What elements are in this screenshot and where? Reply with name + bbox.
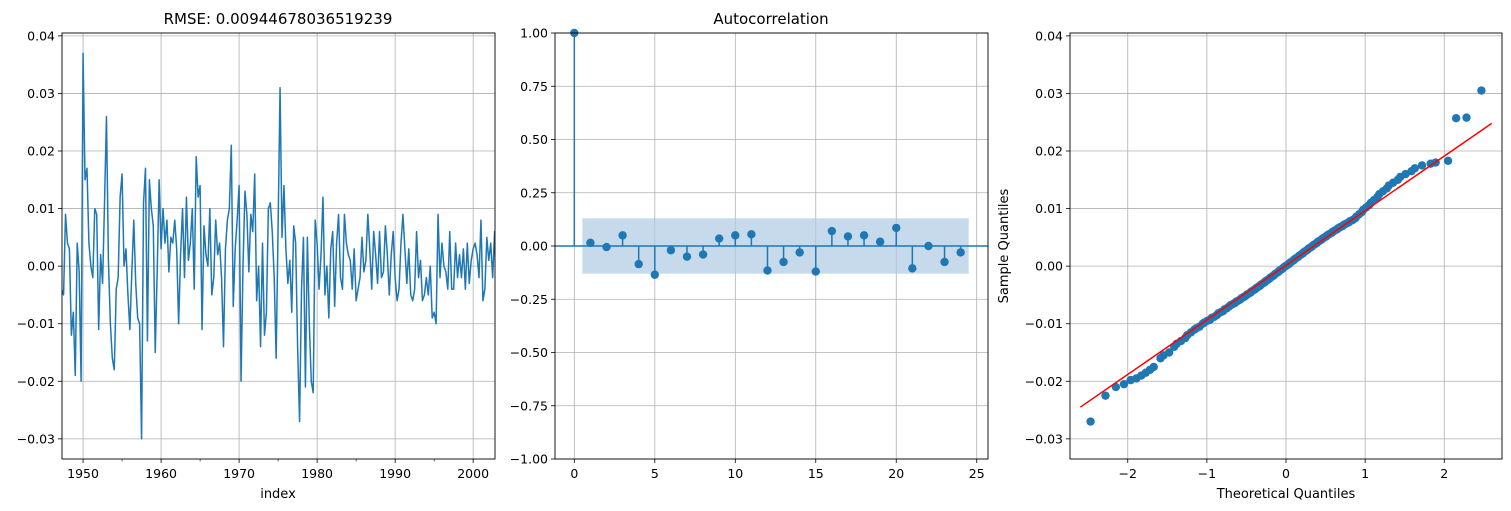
timeseries-ytick-label: 0.00 bbox=[27, 259, 55, 274]
autocorrelation-panel: Autocorrelation 0 5 10 15 20 25 −1.00 −0.75 −0.5… bbox=[510, 10, 989, 481]
acf-xtick-label: 20 bbox=[888, 466, 904, 481]
acf-marker bbox=[940, 257, 949, 267]
acf-marker bbox=[795, 248, 804, 257]
qq-ytick-label: −0.01 bbox=[1025, 316, 1063, 331]
qq-xtick-label: 0 bbox=[1282, 466, 1290, 481]
timeseries-ytick-label: 0.04 bbox=[27, 28, 55, 43]
qq-point bbox=[1477, 86, 1486, 95]
acf-ytick-label: 1.00 bbox=[520, 26, 548, 41]
qq-point bbox=[1086, 417, 1095, 426]
qq-xlabel: Theoretical Quantiles bbox=[1216, 487, 1356, 502]
qq-point bbox=[1119, 379, 1129, 389]
qq-ytick-label: −0.02 bbox=[1025, 374, 1063, 389]
qq-xtick-label: 2 bbox=[1440, 466, 1448, 481]
qq-ytick-label: 0.03 bbox=[1035, 86, 1063, 101]
timeseries-ytick-label: 0.01 bbox=[27, 201, 55, 216]
qq-ytick-label: 0.04 bbox=[1035, 28, 1063, 43]
qq-point bbox=[1149, 362, 1158, 372]
acf-marker bbox=[811, 267, 820, 276]
acf-xtick-label: 15 bbox=[808, 466, 824, 481]
timeseries-grid bbox=[62, 33, 495, 459]
qq-point bbox=[1164, 348, 1174, 357]
timeseries-xtick-label: 1960 bbox=[145, 466, 177, 481]
acf-marker bbox=[763, 266, 772, 275]
acf-ytick-label: −0.50 bbox=[510, 345, 548, 360]
qq-xtick-label: −2 bbox=[1119, 466, 1137, 481]
qq-ylabel: Sample Quantiles bbox=[997, 188, 1012, 303]
qq-xtick-label: −1 bbox=[1198, 466, 1216, 481]
acf-marker bbox=[602, 242, 611, 252]
acf-ytick-label: −0.75 bbox=[510, 398, 548, 413]
timeseries-xtick-label: 1950 bbox=[67, 466, 99, 481]
acf-xtick-label: 0 bbox=[570, 466, 578, 481]
acf-marker bbox=[843, 232, 853, 241]
qq-point bbox=[1417, 161, 1427, 170]
acf-marker bbox=[731, 231, 740, 240]
timeseries-ytick-label: 0.03 bbox=[27, 86, 55, 101]
acf-ytick-label: −0.25 bbox=[510, 292, 548, 307]
timeseries-xtick-label: 1980 bbox=[301, 466, 333, 481]
acf-marker bbox=[682, 252, 692, 261]
acf-marker bbox=[650, 270, 659, 279]
acf-title: Autocorrelation bbox=[713, 10, 828, 28]
acf-marker bbox=[666, 246, 676, 255]
acf-xtick-label: 25 bbox=[969, 466, 985, 481]
qq-point bbox=[1443, 156, 1453, 165]
acf-marker bbox=[908, 264, 917, 273]
acf-ytick-label: 0.75 bbox=[520, 79, 548, 94]
acf-marker bbox=[892, 223, 901, 233]
acf-marker bbox=[698, 250, 708, 259]
acf-ytick-label: −1.00 bbox=[510, 452, 548, 467]
timeseries-ytick-label: −0.02 bbox=[17, 374, 55, 389]
qq-point bbox=[1462, 113, 1471, 122]
qq-plot-panel: Theoretical Quantiles Sample Quantiles −… bbox=[997, 28, 1511, 502]
qq-reference-line bbox=[1079, 122, 1493, 408]
acf-marker bbox=[618, 231, 627, 240]
acf-marker bbox=[634, 259, 643, 269]
acf-marker bbox=[747, 230, 756, 239]
acf-marker bbox=[859, 231, 869, 240]
timeseries-xlabel: index bbox=[260, 487, 296, 502]
acf-marker bbox=[586, 238, 595, 248]
qq-point bbox=[1451, 114, 1461, 123]
acf-marker bbox=[779, 257, 788, 267]
acf-marker bbox=[827, 226, 837, 236]
qq-point bbox=[1410, 164, 1419, 173]
timeseries-ytick-label: −0.01 bbox=[17, 316, 55, 331]
acf-xtick-label: 5 bbox=[651, 466, 659, 481]
acf-marker bbox=[714, 234, 724, 243]
timeseries-xtick-label: 1970 bbox=[223, 466, 255, 481]
qq-points bbox=[1086, 50, 1511, 426]
timeseries-ytick-label: 0.02 bbox=[27, 144, 55, 159]
qq-ytick-label: −0.03 bbox=[1025, 431, 1063, 446]
acf-ytick-label: 0.00 bbox=[520, 239, 548, 254]
acf-xtick-label: 10 bbox=[727, 466, 743, 481]
timeseries-axes-frame bbox=[61, 32, 496, 460]
timeseries-xtick-label: 1990 bbox=[379, 466, 411, 481]
qq-point bbox=[1507, 50, 1511, 58]
acf-marker bbox=[956, 248, 965, 257]
timeseries-title: RMSE: 0.00944678036519239 bbox=[164, 10, 393, 28]
qq-ytick-label: 0.02 bbox=[1035, 144, 1063, 159]
timeseries-xtick-label: 2000 bbox=[457, 466, 489, 481]
qq-xtick-label: 1 bbox=[1361, 466, 1369, 481]
timeseries-ytick-label: −0.03 bbox=[17, 431, 55, 446]
acf-ytick-label: 0.50 bbox=[520, 132, 548, 147]
qq-axes-frame bbox=[1069, 32, 1503, 460]
qq-ytick-label: 0.00 bbox=[1035, 259, 1063, 274]
acf-ytick-label: 0.25 bbox=[520, 185, 548, 200]
qq-point bbox=[1101, 391, 1110, 400]
acf-axes-frame bbox=[554, 32, 989, 460]
qq-grid bbox=[1070, 33, 1502, 459]
acf-marker bbox=[924, 241, 933, 251]
qq-ytick-label: 0.01 bbox=[1035, 201, 1063, 216]
timeseries-line bbox=[62, 52, 495, 440]
timeseries-panel: RMSE: 0.00944678036519239 index 1950 1960… bbox=[17, 10, 496, 502]
acf-marker bbox=[875, 237, 885, 246]
